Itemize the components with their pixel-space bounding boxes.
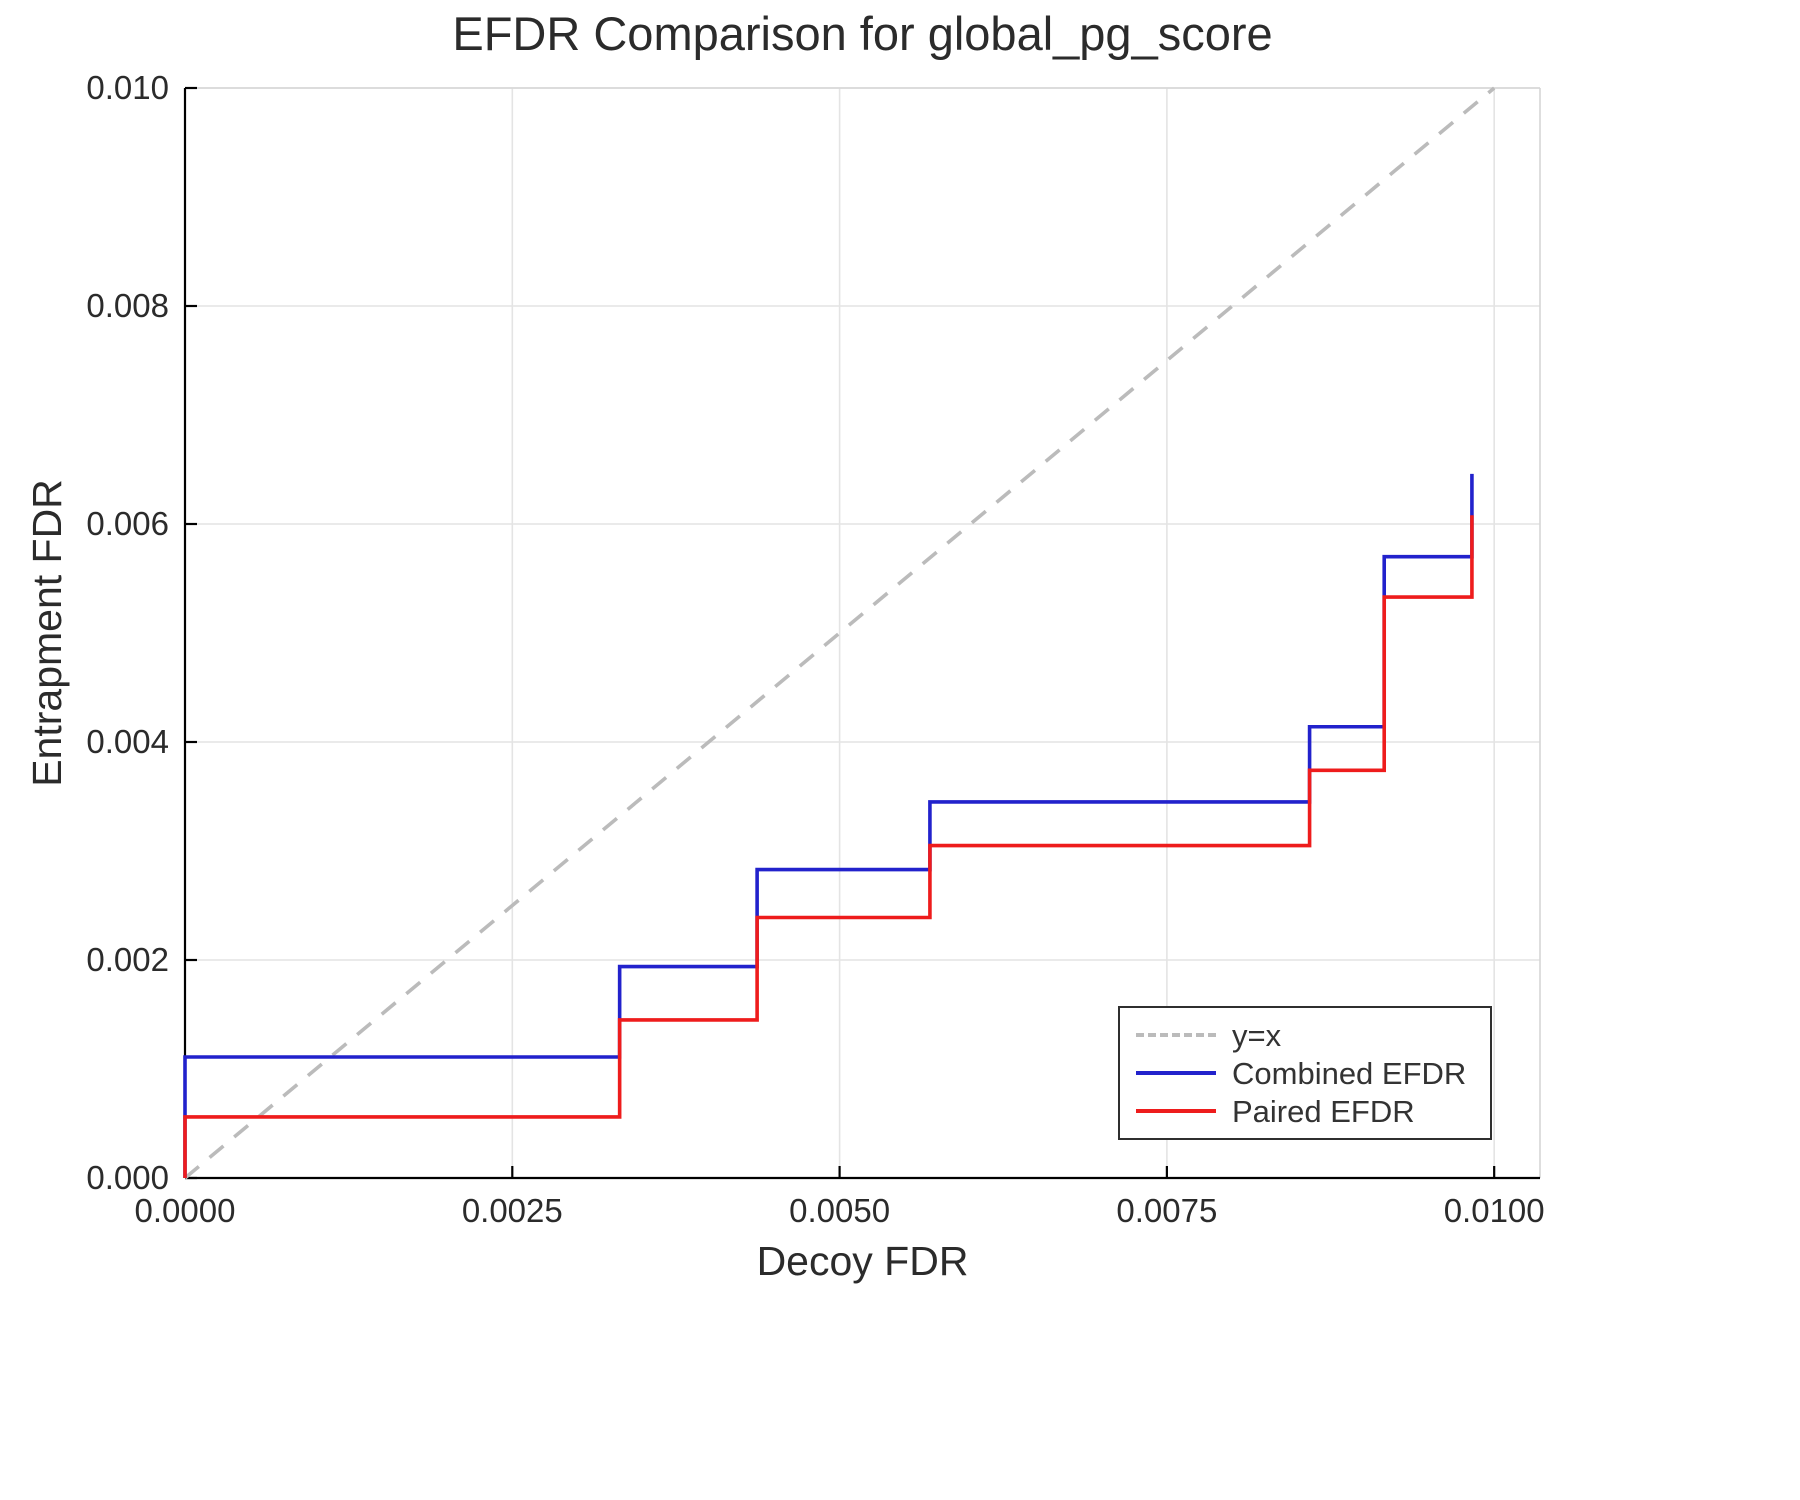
y-tick-label: 0.010 bbox=[86, 69, 169, 106]
y-tick-label: 0.004 bbox=[86, 723, 169, 760]
legend-line-sample-combined-efdr bbox=[1136, 1071, 1216, 1075]
x-tick-label: 0.0000 bbox=[135, 1192, 236, 1229]
legend: y=x Combined EFDR Paired EFDR bbox=[1118, 1006, 1492, 1140]
legend-label-paired-efdr: Paired EFDR bbox=[1232, 1093, 1415, 1129]
x-tick-label: 0.0025 bbox=[462, 1192, 563, 1229]
legend-line-sample-paired-efdr bbox=[1136, 1109, 1216, 1113]
series-paired-efdr bbox=[183, 515, 1474, 1178]
y-tick-label: 0.000 bbox=[86, 1159, 169, 1196]
legend-entry-combined-efdr: Combined EFDR bbox=[1136, 1055, 1480, 1091]
x-tick-label: 0.0100 bbox=[1444, 1192, 1545, 1229]
y-axis-label: Entrapment FDR bbox=[24, 479, 70, 787]
x-tick-label: 0.0050 bbox=[789, 1192, 890, 1229]
legend-entry-paired-efdr: Paired EFDR bbox=[1136, 1093, 1480, 1129]
y-tick-label: 0.006 bbox=[86, 505, 169, 542]
legend-line-sample-yx bbox=[1136, 1033, 1216, 1037]
series-y-x bbox=[183, 86, 1496, 1180]
x-axis-label: Decoy FDR bbox=[756, 1238, 969, 1284]
y-tick-label: 0.002 bbox=[86, 941, 169, 978]
legend-label-yx: y=x bbox=[1232, 1017, 1282, 1053]
legend-entry-yx: y=x bbox=[1136, 1017, 1480, 1053]
legend-label-combined-efdr: Combined EFDR bbox=[1232, 1055, 1467, 1091]
chart-title: EFDR Comparison for global_pg_score bbox=[452, 7, 1273, 60]
y-tick-label: 0.008 bbox=[86, 287, 169, 324]
x-tick-label: 0.0075 bbox=[1116, 1192, 1217, 1229]
